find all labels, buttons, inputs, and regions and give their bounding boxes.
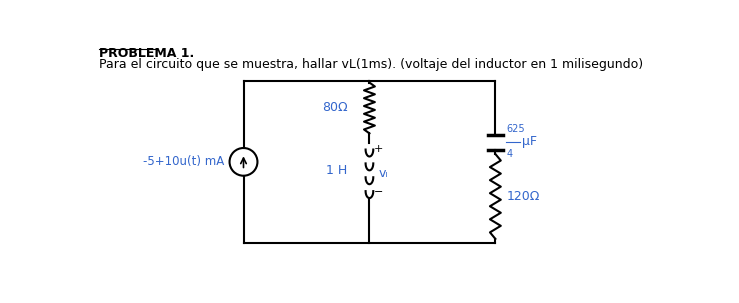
Text: vₗ: vₗ — [379, 167, 388, 180]
Text: PROBLEMA 1.: PROBLEMA 1. — [98, 47, 194, 60]
Text: 120Ω: 120Ω — [506, 190, 539, 203]
Text: 4: 4 — [506, 149, 512, 159]
Text: Para el circuito que se muestra, hallar vL(1ms). (voltaje del inductor en 1 mili: Para el circuito que se muestra, hallar … — [98, 58, 643, 71]
Text: 1 H: 1 H — [327, 164, 348, 177]
Text: -5+10u(t) mA: -5+10u(t) mA — [143, 155, 224, 168]
Text: −: − — [374, 187, 384, 197]
Text: μF: μF — [522, 135, 537, 148]
Text: +: + — [374, 144, 384, 154]
Text: 625: 625 — [506, 124, 525, 134]
Text: 80Ω: 80Ω — [322, 102, 348, 115]
